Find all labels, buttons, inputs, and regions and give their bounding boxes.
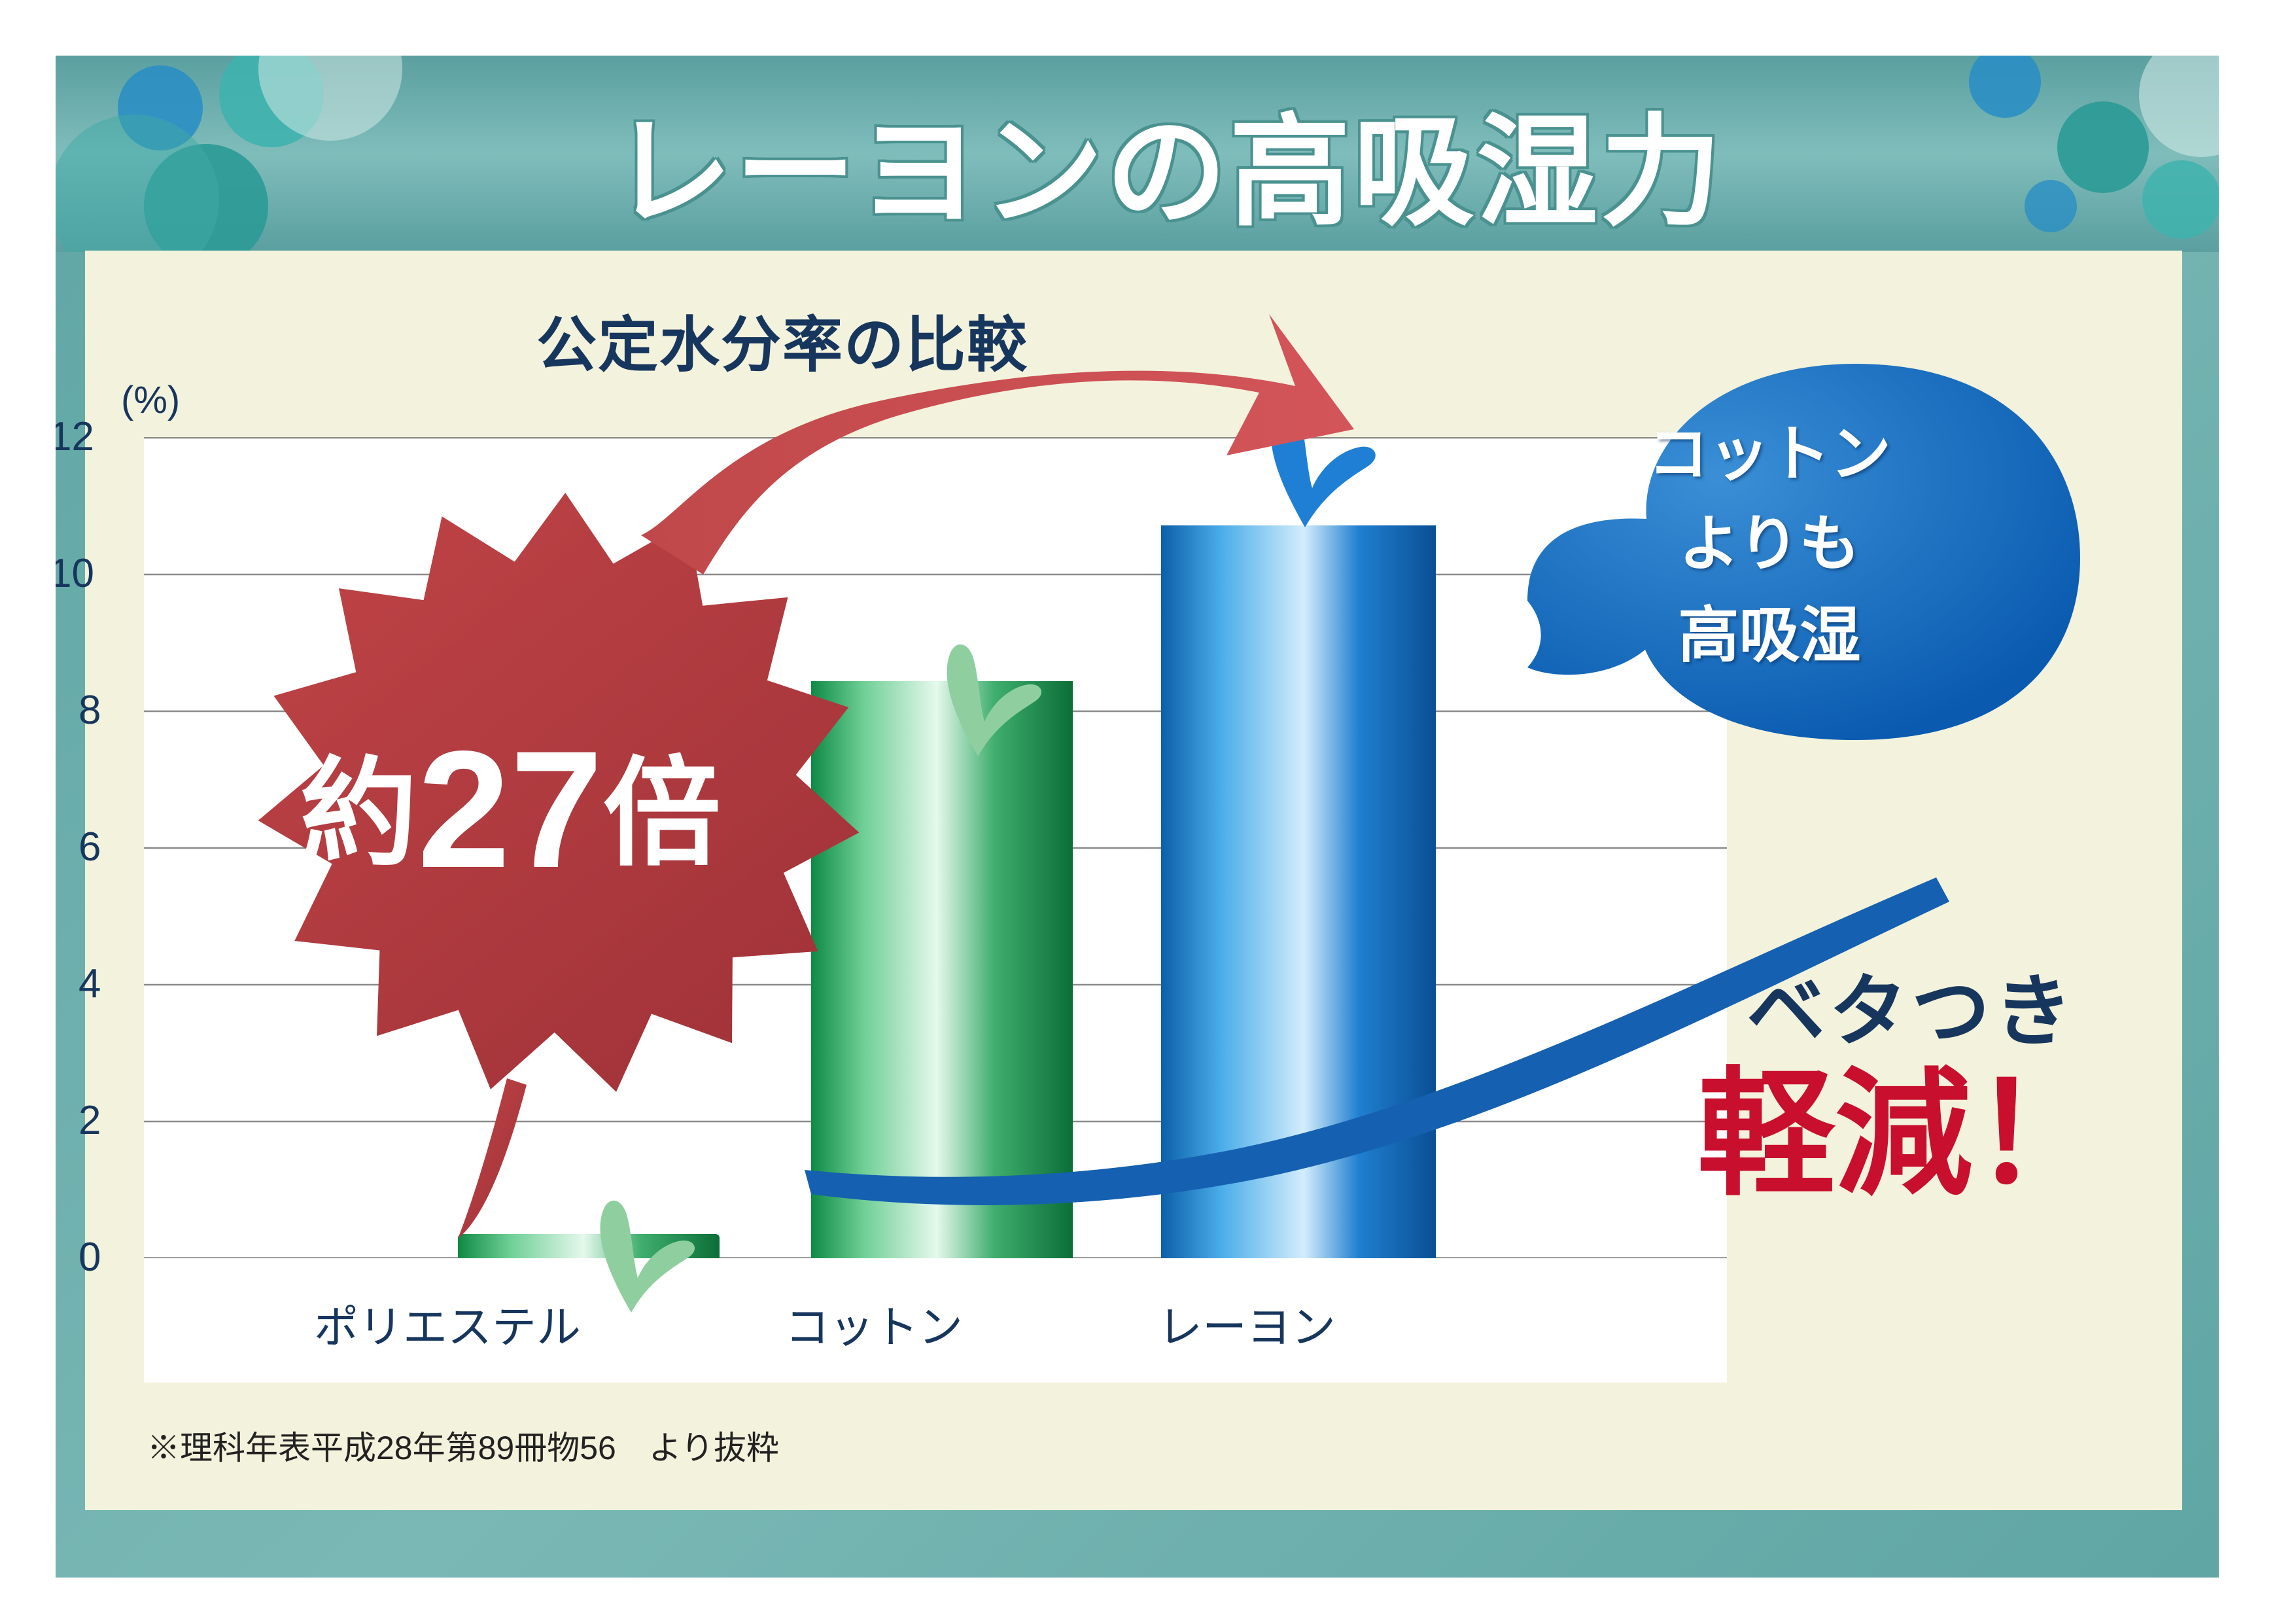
- svg-text:よりも: よりも: [1679, 510, 1860, 578]
- svg-text:高吸湿: 高吸湿: [1679, 601, 1861, 669]
- svg-text:コットン: コットン: [1648, 420, 1891, 488]
